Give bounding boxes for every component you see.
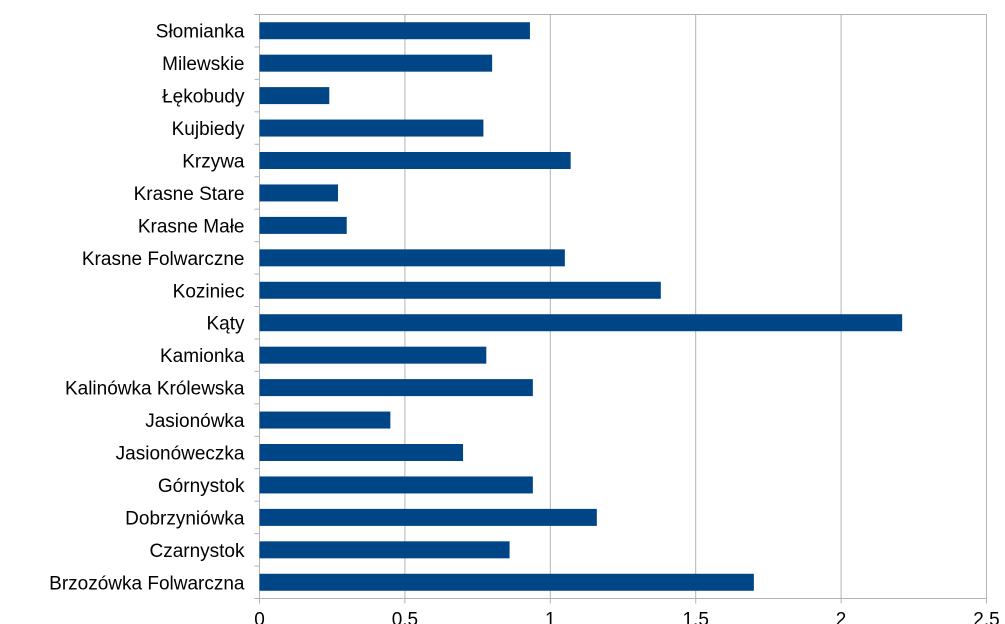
bar — [259, 573, 754, 591]
category-label: Kalinówka Królewska — [65, 379, 245, 400]
x-tick-label: 1 — [545, 610, 556, 624]
x-tick-labels: 0 0,5 1 1,5 2 2,5 — [254, 610, 1000, 624]
bar — [259, 508, 597, 526]
bar — [259, 444, 464, 461]
category-label: Krasne Stare — [134, 184, 245, 205]
category-label: Jasionówka — [145, 411, 245, 432]
bar — [259, 314, 903, 332]
bar — [259, 87, 330, 105]
x-tick-label: 1,5 — [682, 610, 708, 624]
category-label: Słomianka — [156, 22, 245, 43]
category-label: Kujbiedy — [172, 119, 245, 140]
bar — [259, 379, 533, 397]
category-label: Górnystok — [158, 476, 245, 497]
category-label: Brzozówka Folwarczna — [49, 573, 245, 594]
category-label: Krasne Folwarczne — [82, 249, 245, 270]
bar — [259, 411, 391, 429]
bar — [259, 346, 487, 364]
category-label: Krzywa — [182, 152, 245, 173]
category-label: Kąty — [206, 314, 245, 335]
x-tick-label: 0 — [254, 610, 265, 624]
bar — [259, 54, 493, 72]
bar — [259, 216, 347, 234]
category-label: Milewskie — [162, 54, 244, 75]
category-label: Łękobudy — [162, 87, 245, 108]
bar — [259, 119, 484, 137]
bar — [259, 476, 533, 494]
bar — [259, 249, 565, 267]
x-tick-label: 0,5 — [392, 610, 418, 624]
bar — [259, 152, 571, 169]
bar — [259, 541, 510, 559]
category-label: Jasionóweczka — [116, 444, 245, 465]
bar-layer — [259, 22, 903, 591]
category-label: Czarnystok — [149, 541, 245, 562]
category-label: Dobrzyniówka — [125, 508, 245, 529]
x-tick-label: 2,5 — [973, 610, 999, 624]
bar — [259, 281, 661, 299]
category-label: Koziniec — [173, 281, 245, 302]
category-labels: Słomianka Milewskie Łękobudy Kujbiedy Krzywa… — [49, 22, 245, 595]
x-tick-label: 2 — [836, 610, 847, 624]
category-label: Kamionka — [160, 346, 245, 367]
grid-layer — [254, 14, 987, 604]
bar — [259, 184, 339, 202]
bar — [259, 22, 530, 40]
category-label: Krasne Małe — [138, 216, 245, 237]
